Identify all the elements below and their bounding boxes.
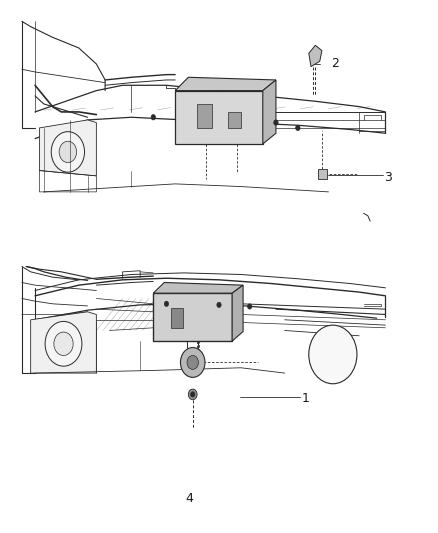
Bar xyxy=(0,261,438,533)
Bar xyxy=(171,308,183,328)
Polygon shape xyxy=(263,80,276,144)
Bar xyxy=(228,112,241,128)
Polygon shape xyxy=(309,45,322,67)
Circle shape xyxy=(45,321,82,366)
Text: 1: 1 xyxy=(301,392,309,406)
Polygon shape xyxy=(39,120,96,176)
Circle shape xyxy=(274,120,278,125)
Circle shape xyxy=(180,348,205,377)
Polygon shape xyxy=(232,285,243,341)
Polygon shape xyxy=(175,91,263,144)
Polygon shape xyxy=(31,312,96,373)
Circle shape xyxy=(309,325,357,384)
Circle shape xyxy=(191,392,195,397)
Circle shape xyxy=(247,304,252,309)
Polygon shape xyxy=(175,77,276,91)
Text: 3: 3 xyxy=(385,171,392,184)
Circle shape xyxy=(217,302,221,308)
Circle shape xyxy=(164,301,169,306)
Circle shape xyxy=(54,332,73,356)
Circle shape xyxy=(296,125,300,131)
Circle shape xyxy=(151,115,155,120)
Circle shape xyxy=(59,141,77,163)
Polygon shape xyxy=(318,169,327,179)
Circle shape xyxy=(51,132,85,172)
Text: 2: 2 xyxy=(331,56,339,70)
Bar xyxy=(0,0,438,256)
Circle shape xyxy=(188,389,197,400)
Text: 4: 4 xyxy=(186,492,194,505)
Polygon shape xyxy=(153,293,232,341)
Circle shape xyxy=(187,356,198,369)
Polygon shape xyxy=(153,282,243,293)
Bar xyxy=(197,104,212,128)
